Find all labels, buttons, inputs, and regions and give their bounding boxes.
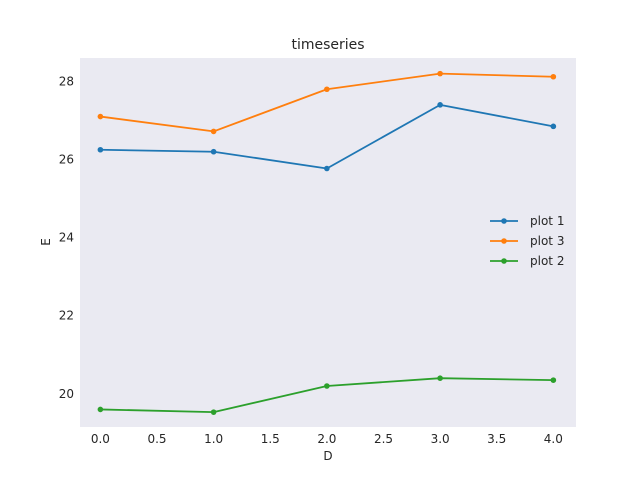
x-tick-label: 1.0 (204, 432, 223, 446)
plot-area (80, 58, 576, 427)
x-tick-label: 3.0 (431, 432, 450, 446)
x-axis-ticks: 0.0 0.5 1.0 1.5 2.0 2.5 3.0 3.5 4.0 (91, 432, 563, 446)
series-plot-2 (97, 375, 557, 415)
series-plot-1 (97, 102, 557, 172)
data-point (210, 128, 217, 135)
data-point (210, 148, 217, 155)
legend-marker (501, 218, 507, 224)
x-tick-label: 4.0 (544, 432, 563, 446)
data-point (97, 406, 104, 413)
x-tick-label: 3.5 (487, 432, 506, 446)
legend-label: plot 1 (530, 214, 564, 228)
legend-item: plot 3 (490, 234, 564, 248)
y-tick-label: 28 (59, 74, 74, 88)
data-point (550, 377, 557, 383)
legend-label: plot 3 (530, 234, 564, 248)
x-axis-label: D (323, 449, 332, 463)
legend-item: plot 2 (490, 254, 564, 268)
x-tick-label: 0.5 (147, 432, 166, 446)
data-point (324, 165, 330, 172)
data-point (97, 113, 104, 120)
data-point (437, 102, 443, 108)
y-tick-label: 22 (59, 309, 74, 323)
legend-item: plot 1 (490, 214, 564, 228)
legend-marker (501, 258, 507, 264)
series-plot-3 (97, 70, 557, 135)
y-tick-label: 20 (59, 387, 74, 401)
data-point (550, 73, 557, 80)
series-layer (97, 70, 557, 415)
chart-title: timeseries (291, 37, 364, 53)
data-point (97, 146, 104, 153)
x-tick-label: 2.5 (374, 432, 393, 446)
y-axis-label: E (39, 238, 53, 246)
data-point (437, 375, 443, 381)
x-tick-label: 2.0 (317, 432, 336, 446)
data-point (210, 409, 217, 415)
x-tick-label: 0.0 (91, 432, 110, 446)
x-tick-label: 1.5 (261, 432, 280, 446)
data-point (550, 123, 557, 130)
y-tick-label: 24 (59, 231, 74, 245)
y-tick-label: 26 (59, 153, 74, 167)
data-point (324, 86, 330, 93)
y-axis-ticks: 20 22 24 26 28 (59, 74, 74, 400)
data-point (437, 70, 443, 77)
data-point (324, 383, 330, 389)
legend-marker (501, 238, 507, 244)
legend-label: plot 2 (530, 254, 564, 268)
legend: plot 1 plot 3 plot 2 (490, 214, 564, 268)
